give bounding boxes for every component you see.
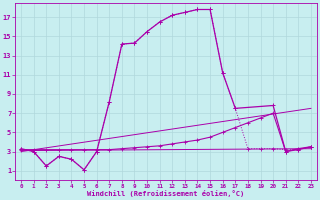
X-axis label: Windchill (Refroidissement éolien,°C): Windchill (Refroidissement éolien,°C) [87,190,244,197]
